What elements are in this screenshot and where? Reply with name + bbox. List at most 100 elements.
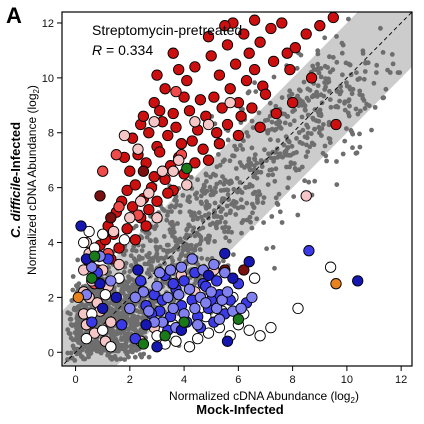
data-point-light-red	[97, 165, 109, 177]
background-point	[65, 350, 71, 356]
background-point	[241, 218, 246, 223]
background-point	[206, 203, 212, 208]
background-point	[187, 209, 193, 215]
data-point-red	[229, 58, 242, 70]
background-point	[275, 138, 281, 143]
background-point	[132, 327, 137, 333]
data-point-dark-blue	[140, 319, 152, 331]
data-point-blue	[167, 278, 179, 290]
data-point-red	[286, 96, 299, 109]
data-point-red	[240, 74, 253, 87]
data-point-pink	[124, 212, 136, 224]
data-point-pink	[107, 225, 120, 238]
background-point	[186, 195, 191, 200]
background-point	[291, 194, 297, 200]
background-point	[289, 91, 295, 97]
data-point-white	[170, 335, 182, 347]
background-point	[307, 87, 313, 93]
background-point	[327, 54, 332, 60]
data-point-light-blue	[200, 297, 212, 309]
background-point	[355, 77, 361, 82]
background-point	[221, 181, 227, 187]
background-point	[214, 181, 220, 187]
background-point	[205, 256, 210, 262]
data-point-red	[197, 143, 209, 155]
background-point	[390, 61, 396, 67]
y-axis-label-text: Normalized cDNA Abundance (log	[25, 94, 39, 275]
background-point	[123, 260, 129, 266]
background-point	[196, 210, 202, 216]
data-point-red	[121, 184, 133, 197]
background-point	[276, 191, 282, 197]
background-point	[227, 238, 232, 244]
background-point	[249, 118, 255, 124]
background-point	[315, 83, 321, 89]
background-point	[361, 76, 367, 82]
background-point	[299, 102, 305, 108]
background-point	[223, 212, 229, 218]
background-point	[90, 344, 96, 350]
background-point	[273, 103, 279, 109]
data-point-dark-blue	[94, 278, 106, 290]
background-point	[136, 254, 142, 260]
background-point	[267, 100, 273, 106]
background-point	[209, 188, 215, 194]
background-point	[139, 248, 145, 254]
background-point	[191, 225, 197, 231]
background-point	[131, 256, 137, 262]
data-point-dark-blue	[227, 272, 239, 284]
background-point	[73, 348, 78, 354]
background-point	[357, 131, 362, 137]
background-point	[218, 214, 224, 220]
background-point	[281, 142, 287, 148]
data-point-dark-red	[137, 165, 150, 177]
background-point	[74, 315, 80, 321]
y-tick-label: 0	[48, 347, 54, 359]
background-point	[302, 107, 308, 113]
background-point	[133, 223, 139, 229]
background-point	[287, 122, 293, 127]
condition-annotation: Streptomycin-pretreated	[92, 22, 242, 38]
data-point-red	[129, 179, 141, 191]
background-point	[282, 120, 288, 126]
background-point	[309, 140, 315, 146]
data-point-red	[208, 91, 220, 103]
background-point	[225, 187, 231, 193]
background-point	[304, 142, 309, 148]
background-point	[188, 175, 194, 180]
data-point-red	[254, 36, 266, 48]
background-point	[118, 312, 123, 317]
background-point	[194, 190, 200, 196]
background-point	[177, 256, 182, 262]
background-point	[318, 74, 324, 80]
background-point	[65, 357, 70, 362]
data-point-red	[189, 61, 201, 73]
background-point	[301, 79, 307, 85]
data-point-light-blue	[219, 267, 231, 279]
data-point-pink	[156, 165, 169, 177]
background-point	[374, 70, 379, 75]
background-point	[262, 118, 268, 123]
background-point	[238, 197, 244, 203]
background-point	[296, 167, 302, 173]
data-point-red	[178, 91, 190, 103]
background-point	[297, 139, 303, 145]
data-point-white	[248, 272, 261, 284]
background-point	[374, 62, 380, 68]
background-point	[327, 97, 333, 102]
background-point	[252, 80, 257, 86]
r-value: = 0.334	[102, 42, 153, 58]
background-point	[240, 205, 246, 210]
background-point	[347, 103, 352, 109]
background-point	[349, 91, 355, 97]
background-point	[79, 302, 85, 308]
data-point-red	[170, 121, 182, 133]
background-point	[231, 153, 237, 159]
background-point	[189, 242, 194, 248]
background-point	[252, 163, 257, 169]
data-point-white	[97, 324, 109, 336]
background-point	[340, 72, 345, 78]
background-point	[291, 118, 297, 124]
data-point-white	[265, 321, 277, 334]
background-point	[372, 105, 378, 110]
